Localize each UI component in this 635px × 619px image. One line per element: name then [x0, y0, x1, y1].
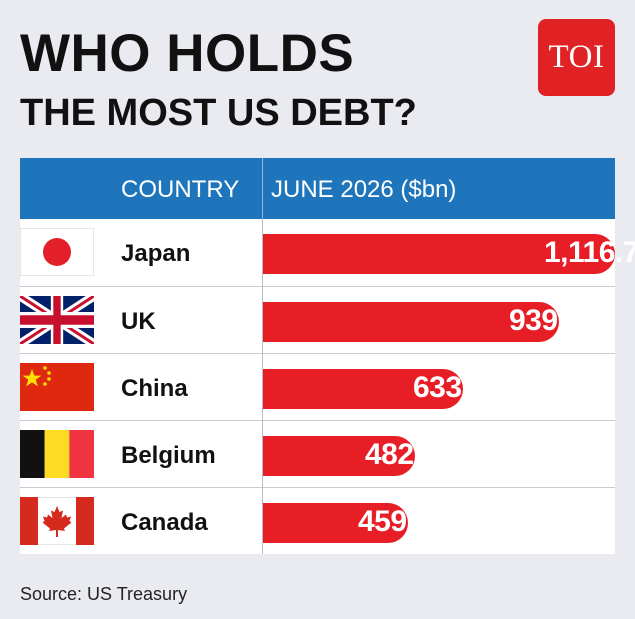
value-bar: [263, 302, 559, 342]
value-bar: [263, 234, 615, 274]
country-name: Canada: [121, 509, 208, 536]
value-bar: [263, 503, 408, 543]
country-name: China: [121, 375, 188, 402]
title-line-2: THE MOST US DEBT?: [20, 92, 417, 134]
canada-flag-icon: [20, 497, 94, 545]
table-row: UK 939.9: [20, 286, 615, 353]
column-header-value: JUNE 2026 ($bn): [271, 176, 457, 203]
title-line-1: WHO HOLDS: [20, 24, 355, 83]
table-row: Belgium 482.5: [20, 420, 615, 487]
belgium-flag-icon: [20, 430, 94, 478]
table-header: COUNTRY JUNE 2026 ($bn): [20, 158, 615, 219]
debt-table: COUNTRY JUNE 2026 ($bn) Japan 1,116.70 UK 9…: [20, 158, 635, 554]
uk-flag-icon: [20, 296, 94, 344]
toi-logo: TOI: [538, 19, 615, 96]
china-flag-icon: [20, 363, 94, 411]
table-row: Canada 459.6: [20, 487, 615, 554]
table-body: Japan 1,116.70 UK 939.9 China 633.4 Belgium 482…: [20, 219, 635, 554]
table-row: Japan 1,116.70: [20, 219, 635, 286]
country-name: Belgium: [121, 442, 216, 469]
value-bar: [263, 369, 463, 409]
value-label: 1,116.70: [544, 236, 635, 269]
column-divider: [262, 219, 263, 554]
japan-flag-icon: [20, 228, 94, 276]
value-label: 633.4: [413, 371, 486, 404]
value-label: 459.6: [358, 505, 431, 538]
country-name: Japan: [121, 240, 191, 267]
value-label: 939.9: [509, 304, 582, 337]
table-row: China 633.4: [20, 353, 615, 420]
value-bar: [263, 436, 415, 476]
header-divider: [262, 158, 263, 219]
source-note: Source: US Treasury: [20, 584, 188, 604]
country-name: UK: [121, 308, 156, 335]
column-header-country: COUNTRY: [121, 176, 240, 203]
value-label: 482.5: [365, 438, 438, 471]
